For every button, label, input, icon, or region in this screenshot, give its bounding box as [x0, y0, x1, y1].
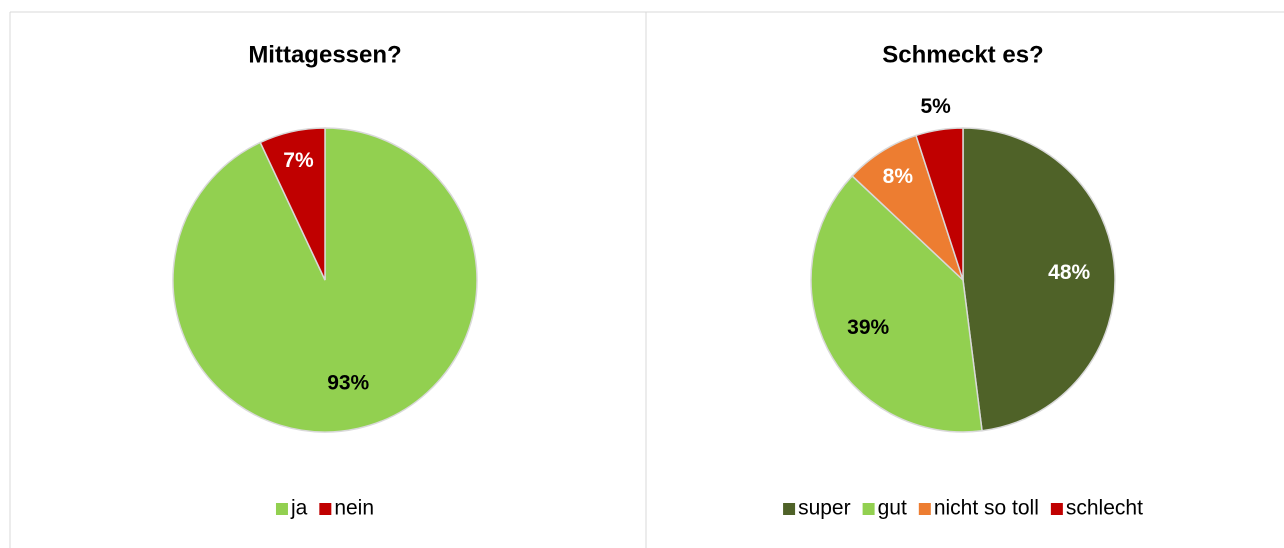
data-label: 5% [920, 95, 951, 118]
pie-slice [810, 174, 983, 433]
chart-title: Mittagessen? [248, 41, 401, 68]
legend-label: nicht so toll [934, 497, 1039, 520]
data-label: 39% [847, 316, 889, 339]
legend-swatch [862, 503, 875, 515]
legend-label: ja [290, 497, 308, 520]
legend-label: schlecht [1066, 497, 1143, 520]
legend-swatch [1050, 503, 1063, 515]
legend-label: nein [334, 497, 374, 520]
legend-swatch [783, 503, 796, 515]
data-label: 7% [283, 149, 314, 172]
chart-title: Schmeckt es? [882, 41, 1043, 68]
legend-swatch [918, 503, 931, 515]
data-label: 48% [1048, 261, 1090, 284]
legend-label: super [798, 497, 851, 520]
pie-slice [962, 127, 1116, 432]
legend-label: gut [878, 497, 907, 520]
legend-swatch [275, 503, 288, 515]
data-label: 8% [883, 165, 914, 188]
pie-slice [259, 127, 326, 281]
legend-swatch [319, 503, 332, 515]
pie-slice [915, 127, 964, 281]
data-label: 93% [327, 371, 369, 394]
